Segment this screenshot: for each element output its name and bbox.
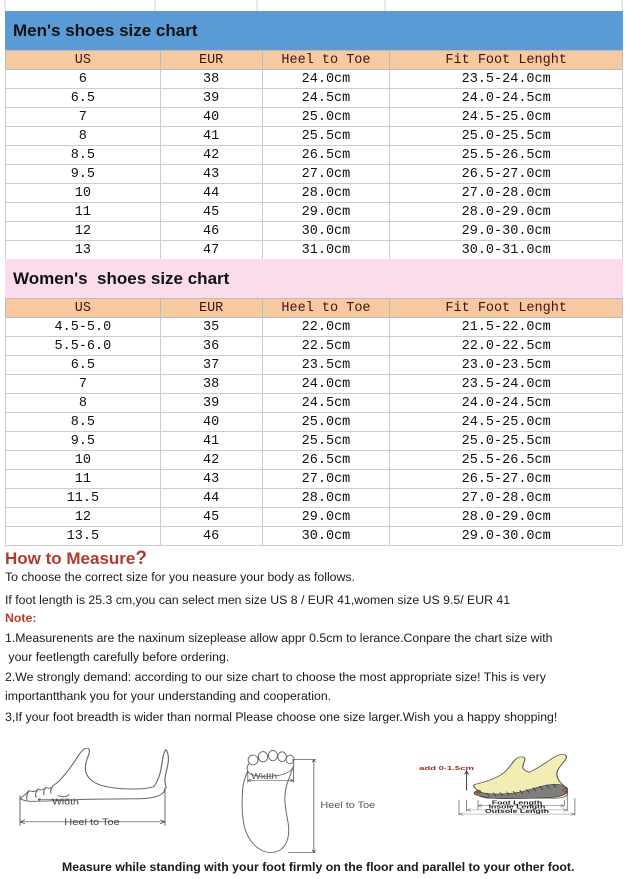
svg-text:Heel to Toe: Heel to Toe [320,801,375,811]
svg-text:Outsole Length: Outsole Length [485,808,549,815]
svg-text:Heel to Toe: Heel to Toe [64,818,120,828]
svg-text:add 0-1.5cm: add 0-1.5cm [419,765,474,772]
svg-text:Width: Width [52,797,79,807]
svg-text:Width: Width [251,772,277,781]
